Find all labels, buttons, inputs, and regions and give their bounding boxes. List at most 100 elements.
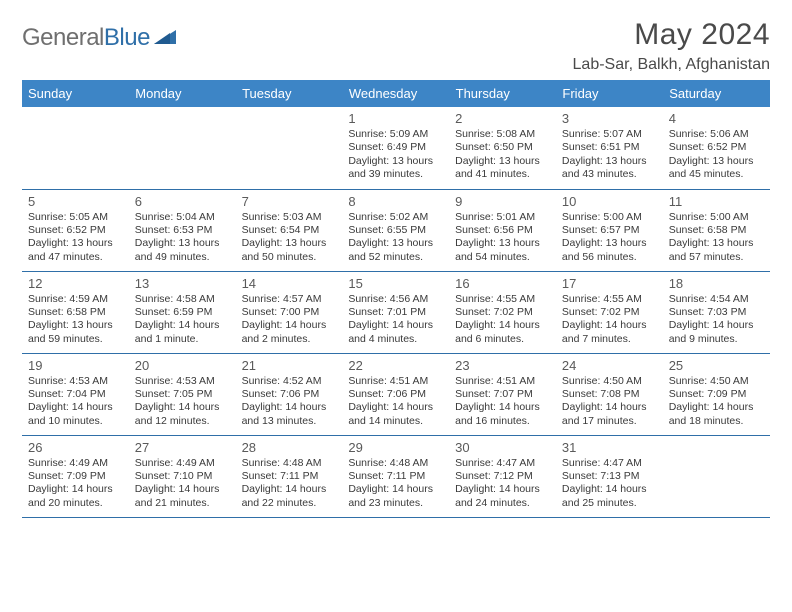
daylight-text: and 17 minutes. [562,415,657,428]
sunset-text: Sunset: 6:57 PM [562,224,657,237]
day-info: Sunrise: 4:50 AMSunset: 7:08 PMDaylight:… [562,375,657,429]
daylight-text: and 10 minutes. [28,415,123,428]
day-info: Sunrise: 5:00 AMSunset: 6:57 PMDaylight:… [562,211,657,265]
calendar-cell: 30Sunrise: 4:47 AMSunset: 7:12 PMDayligh… [449,435,556,517]
sunrise-text: Sunrise: 5:00 AM [562,211,657,224]
calendar-cell: 8Sunrise: 5:02 AMSunset: 6:55 PMDaylight… [342,189,449,271]
day-number: 16 [455,276,550,291]
calendar-cell [236,107,343,189]
daylight-text: Daylight: 14 hours [242,483,337,496]
day-info: Sunrise: 4:56 AMSunset: 7:01 PMDaylight:… [348,293,443,347]
day-number: 6 [135,194,230,209]
daylight-text: and 23 minutes. [348,497,443,510]
day-number: 5 [28,194,123,209]
day-number: 13 [135,276,230,291]
calendar-cell: 6Sunrise: 5:04 AMSunset: 6:53 PMDaylight… [129,189,236,271]
daylight-text: and 50 minutes. [242,251,337,264]
day-number: 25 [669,358,764,373]
calendar-cell: 31Sunrise: 4:47 AMSunset: 7:13 PMDayligh… [556,435,663,517]
daylight-text: Daylight: 14 hours [562,483,657,496]
daylight-text: Daylight: 13 hours [242,237,337,250]
sunrise-text: Sunrise: 5:00 AM [669,211,764,224]
sunset-text: Sunset: 7:08 PM [562,388,657,401]
day-info: Sunrise: 5:05 AMSunset: 6:52 PMDaylight:… [28,211,123,265]
sunset-text: Sunset: 7:10 PM [135,470,230,483]
calendar-cell: 4Sunrise: 5:06 AMSunset: 6:52 PMDaylight… [663,107,770,189]
calendar-week: 1Sunrise: 5:09 AMSunset: 6:49 PMDaylight… [22,107,770,189]
sunset-text: Sunset: 7:06 PM [242,388,337,401]
weekday-header: Thursday [449,80,556,107]
daylight-text: and 24 minutes. [455,497,550,510]
header: GeneralBlue May 2024 Lab-Sar, Balkh, Afg… [22,18,770,74]
daylight-text: and 21 minutes. [135,497,230,510]
daylight-text: Daylight: 13 hours [669,155,764,168]
daylight-text: and 25 minutes. [562,497,657,510]
daylight-text: and 52 minutes. [348,251,443,264]
sunset-text: Sunset: 7:02 PM [562,306,657,319]
daylight-text: Daylight: 14 hours [669,319,764,332]
day-number: 23 [455,358,550,373]
day-info: Sunrise: 4:52 AMSunset: 7:06 PMDaylight:… [242,375,337,429]
calendar-cell: 11 Sunrise: 5:00 AMSunset: 6:58 PMDayligh… [663,189,770,271]
daylight-text: Daylight: 14 hours [28,483,123,496]
daylight-text: Daylight: 14 hours [348,319,443,332]
sunset-text: Sunset: 7:13 PM [562,470,657,483]
daylight-text: Daylight: 14 hours [455,319,550,332]
sunset-text: Sunset: 6:54 PM [242,224,337,237]
brand-part2: Blue [104,24,150,51]
calendar-cell [663,435,770,517]
sunset-text: Sunset: 6:50 PM [455,141,550,154]
calendar-body: 1Sunrise: 5:09 AMSunset: 6:49 PMDaylight… [22,107,770,517]
daylight-text: Daylight: 14 hours [348,483,443,496]
day-info: Sunrise: 4:48 AMSunset: 7:11 PMDaylight:… [348,457,443,511]
day-info: Sunrise: 4:54 AMSunset: 7:03 PMDaylight:… [669,293,764,347]
sunset-text: Sunset: 7:11 PM [242,470,337,483]
daylight-text: Daylight: 13 hours [135,237,230,250]
day-number: 24 [562,358,657,373]
calendar-cell: 21Sunrise: 4:52 AMSunset: 7:06 PMDayligh… [236,353,343,435]
daylight-text: Daylight: 14 hours [455,401,550,414]
weekday-header: Tuesday [236,80,343,107]
sunset-text: Sunset: 7:03 PM [669,306,764,319]
sunrise-text: Sunrise: 4:49 AM [135,457,230,470]
calendar-cell [22,107,129,189]
calendar-cell [129,107,236,189]
day-number: 10 [562,194,657,209]
calendar-cell: 23Sunrise: 4:51 AMSunset: 7:07 PMDayligh… [449,353,556,435]
daylight-text: Daylight: 13 hours [669,237,764,250]
daylight-text: and 18 minutes. [669,415,764,428]
calendar-cell: 5 Sunrise: 5:05 AMSunset: 6:52 PMDaylight… [22,189,129,271]
day-info: Sunrise: 5:09 AMSunset: 6:49 PMDaylight:… [348,128,443,182]
weekday-header: Wednesday [342,80,449,107]
day-info: Sunrise: 5:00 AMSunset: 6:58 PMDaylight:… [669,211,764,265]
day-info: Sunrise: 4:53 AMSunset: 7:04 PMDaylight:… [28,375,123,429]
daylight-text: Daylight: 13 hours [562,237,657,250]
sunset-text: Sunset: 7:11 PM [348,470,443,483]
sunrise-text: Sunrise: 4:48 AM [242,457,337,470]
calendar-cell: 10 Sunrise: 5:00 AMSunset: 6:57 PMDayligh… [556,189,663,271]
daylight-text: Daylight: 14 hours [455,483,550,496]
day-info: Sunrise: 4:53 AMSunset: 7:05 PMDaylight:… [135,375,230,429]
day-info: Sunrise: 5:02 AMSunset: 6:55 PMDaylight:… [348,211,443,265]
day-number: 26 [28,440,123,455]
day-info: Sunrise: 4:51 AMSunset: 7:06 PMDaylight:… [348,375,443,429]
day-number: 11 [669,194,764,209]
calendar-cell: 15Sunrise: 4:56 AMSunset: 7:01 PMDayligh… [342,271,449,353]
calendar-cell: 24 Sunrise: 4:50 AMSunset: 7:08 PMDayligh… [556,353,663,435]
day-info: Sunrise: 4:47 AMSunset: 7:13 PMDaylight:… [562,457,657,511]
weekday-header: Monday [129,80,236,107]
sunrise-text: Sunrise: 4:51 AM [348,375,443,388]
sunset-text: Sunset: 6:56 PM [455,224,550,237]
calendar-week: 5 Sunrise: 5:05 AMSunset: 6:52 PMDaylight… [22,189,770,271]
daylight-text: Daylight: 14 hours [669,401,764,414]
sunset-text: Sunset: 6:52 PM [669,141,764,154]
day-info: Sunrise: 5:06 AMSunset: 6:52 PMDaylight:… [669,128,764,182]
calendar-cell: 17Sunrise: 4:55 AMSunset: 7:02 PMDayligh… [556,271,663,353]
day-number: 29 [348,440,443,455]
sunset-text: Sunset: 7:05 PM [135,388,230,401]
day-number: 9 [455,194,550,209]
daylight-text: and 49 minutes. [135,251,230,264]
daylight-text: and 45 minutes. [669,168,764,181]
brand-triangle-icon [154,28,176,49]
sunrise-text: Sunrise: 4:58 AM [135,293,230,306]
